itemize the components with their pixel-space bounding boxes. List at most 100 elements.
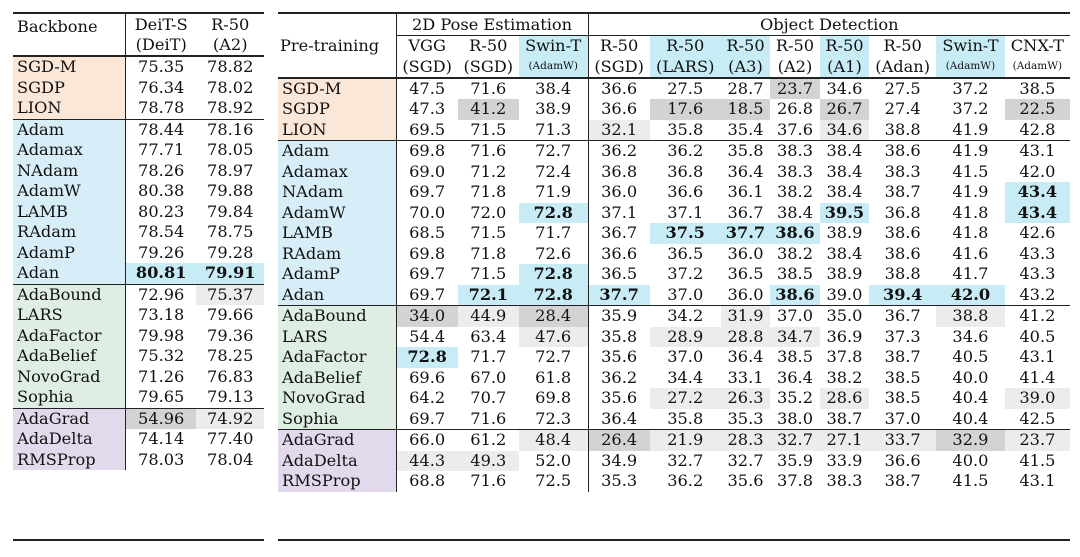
column-subheader: (LARS) [649,56,721,78]
score-cell: 43.4 [1004,202,1070,223]
score-cell: 69.7 [395,284,458,306]
score-cell: 80.81 [124,263,197,284]
score-cell: 35.3 [727,408,764,428]
optimizer-name: AdamW [278,202,397,223]
score-cell: 41.5 [952,161,989,181]
score-cell: 78.82 [207,57,254,76]
score-cell: 37.0 [667,284,704,304]
score-cell: 28.3 [720,429,771,451]
score-cell: 71.5 [470,223,507,242]
score-cell: 69.7 [395,264,458,285]
table-row: NAdam 78.26 78.97 [13,160,264,181]
score-cell: 26.8 [776,99,813,118]
optimizer-name: NAdam [13,160,126,181]
score-cell: 37.0 [667,347,704,366]
score-cell: 71.8 [470,182,507,201]
score-cell: 79.65 [124,387,197,408]
score-cell: 71.6 [470,471,507,490]
optimizer-name: LAMB [278,223,397,244]
table-row: Sophia 69.7 71.6 72.3 36.4 35.8 35.3 38.0 38.7 37… [278,408,1070,430]
optimizer-name: RAdam [278,243,397,264]
score-cell: 27.5 [884,78,921,98]
score-cell: 35.6 [727,471,764,490]
table-row: AdamW 80.38 79.88 [13,181,264,202]
score-cell: 78.78 [124,98,197,119]
score-cell: 36.7 [727,202,764,222]
score-cell: 38.6 [869,140,937,162]
score-cell: 49.3 [457,450,519,471]
column-header: Swin-T [936,35,1005,56]
score-cell: 71.9 [535,182,572,201]
optimizer-name: LION [278,119,397,141]
optimizer-name: Adamax [13,140,126,161]
score-cell: 36.0 [727,243,764,263]
score-cell: 36.2 [587,140,650,162]
score-cell: 69.0 [395,161,458,182]
score-cell: 40.0 [952,450,989,470]
table-row: SGD-M 47.5 71.6 38.4 36.6 27.5 28.7 23.7 34.6 27.… [278,77,1070,99]
score-cell: 78.44 [124,118,197,140]
table-row: Adan 69.7 72.1 72.8 37.7 37.0 36.0 38.6 39.0 39.4… [278,284,1070,306]
optimizer-name: RMSProp [278,471,397,492]
score-cell: 36.4 [776,367,813,387]
score-cell: 36.7 [587,223,650,244]
score-cell: 72.8 [395,347,458,368]
score-cell: 40.4 [952,408,989,428]
score-cell: 36.9 [826,326,863,346]
score-cell: 41.7 [952,264,989,283]
score-cell: 41.5 [952,471,989,490]
bottom-rule-right [278,539,1070,541]
score-cell: 37.2 [952,78,989,98]
table-row: AdaBound 34.0 44.9 28.4 35.9 34.2 31.9 37.0 35.0… [278,305,1070,327]
score-cell: 37.5 [649,223,721,244]
optimizer-name: NAdam [278,182,397,203]
score-cell: 79.91 [196,263,264,284]
table-row: NovoGrad 64.2 70.7 69.8 35.6 27.2 26.3 35.2 28.6… [278,388,1070,409]
score-cell: 27.2 [649,388,721,409]
optimizer-name: AdaDelta [13,429,126,450]
score-cell: 39.0 [826,284,863,304]
score-cell: 36.8 [667,161,704,181]
score-cell: 35.3 [587,471,650,492]
score-cell: 43.1 [1019,471,1056,490]
r50-subheader: (A2) [212,35,248,55]
score-cell: 43.2 [1019,284,1056,304]
score-cell: 38.2 [776,243,813,263]
score-cell: 37.8 [776,471,813,490]
score-cell: 38.6 [770,284,820,306]
score-cell: 72.8 [518,264,589,285]
table-row: Adan 80.81 79.91 [13,263,264,284]
score-cell: 47.3 [395,99,458,120]
score-cell: 34.4 [667,367,704,387]
score-cell: 78.54 [124,222,197,243]
score-cell: 39.5 [819,202,870,223]
score-cell: 70.0 [395,202,458,223]
score-cell: 77.71 [124,140,197,161]
score-cell: 36.4 [727,161,764,181]
score-cell: 28.6 [819,388,870,409]
column-subheader: (A3) [720,56,771,78]
score-cell: 37.8 [826,347,863,366]
table-row: AdaBelief 69.6 67.0 61.8 36.2 34.4 33.1 36.4 38.… [278,367,1070,388]
table-row: AdaDelta 44.3 49.3 52.0 34.9 32.7 32.7 35.9 33.9… [278,450,1070,471]
downstream-results-table: Pre-training 2D Pose Estimation Object D… [278,12,1070,492]
score-cell: 41.9 [952,119,989,139]
optimizer-name: AdaBelief [278,367,397,388]
score-cell: 79.84 [207,201,254,221]
column-subheader: (SGD) [587,56,650,78]
table-row: AdamP 79.26 79.28 [13,242,264,263]
score-cell: 75.35 [124,56,197,78]
score-cell: 36.6 [587,99,650,120]
score-cell: 41.6 [952,243,989,263]
r50-header: R-50 [211,14,250,34]
score-cell: 41.5 [1019,450,1056,470]
score-cell: 72.4 [535,161,572,181]
score-cell: 36.2 [667,471,704,490]
score-cell: 42.6 [1019,223,1056,242]
score-cell: 36.5 [727,264,764,283]
score-cell: 71.8 [470,243,507,263]
score-cell: 64.2 [395,388,458,409]
score-cell: 36.2 [649,140,721,162]
pretraining-header: Pre-training [280,35,380,55]
score-cell: 33.9 [826,450,863,470]
